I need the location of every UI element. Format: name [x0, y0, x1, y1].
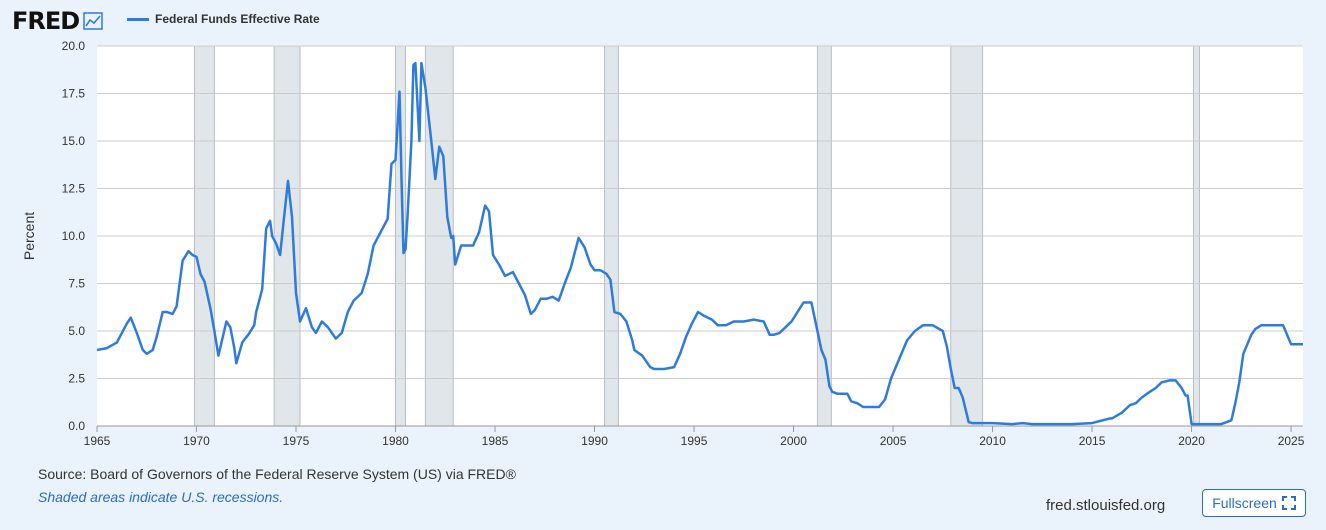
fullscreen-button[interactable]: Fullscreen — [1202, 489, 1306, 517]
x-tick-label: 2020 — [1178, 434, 1205, 448]
y-tick-label: 5.0 — [68, 324, 85, 338]
fred-logo-text: FRED — [12, 7, 80, 35]
x-tick-label: 1975 — [283, 434, 310, 448]
x-tick-label: 2015 — [1079, 434, 1106, 448]
source-text: Source: Board of Governors of the Federa… — [38, 466, 516, 482]
x-tick-label: 1980 — [382, 434, 409, 448]
site-url[interactable]: fred.stlouisfed.org — [1046, 497, 1166, 514]
x-tick-label: 2010 — [979, 434, 1006, 448]
x-tick-label: 2005 — [880, 434, 907, 448]
x-tick-label: 1965 — [84, 434, 111, 448]
line-graph-icon — [83, 12, 103, 30]
x-tick-label: 1985 — [482, 434, 509, 448]
fullscreen-label: Fullscreen — [1212, 495, 1277, 511]
fred-logo[interactable]: FRED — [12, 8, 103, 34]
y-tick-label: 0.0 — [68, 419, 85, 433]
y-tick-label: 10.0 — [62, 229, 86, 243]
x-tick-label: 1995 — [681, 434, 708, 448]
x-tick-label: 2000 — [780, 434, 807, 448]
y-tick-label: 7.5 — [68, 277, 85, 291]
legend-label: Federal Funds Effective Rate — [155, 12, 320, 26]
x-tick-label: 1970 — [183, 434, 210, 448]
y-tick-label: 12.5 — [62, 182, 86, 196]
y-tick-label: 17.5 — [62, 87, 86, 101]
x-tick-label: 1990 — [581, 434, 608, 448]
recession-note: Shaded areas indicate U.S. recessions. — [38, 489, 284, 505]
y-tick-label: 15.0 — [62, 134, 86, 148]
legend-swatch — [127, 17, 149, 21]
series-line — [96, 61, 1303, 426]
chart-legend: Federal Funds Effective Rate — [127, 12, 320, 26]
x-tick-label: 2025 — [1278, 434, 1305, 448]
y-tick-label: 2.5 — [68, 372, 85, 386]
y-axis-label: Percent — [21, 212, 37, 260]
fullscreen-icon — [1281, 496, 1296, 510]
y-tick-label: 20.0 — [62, 39, 86, 53]
